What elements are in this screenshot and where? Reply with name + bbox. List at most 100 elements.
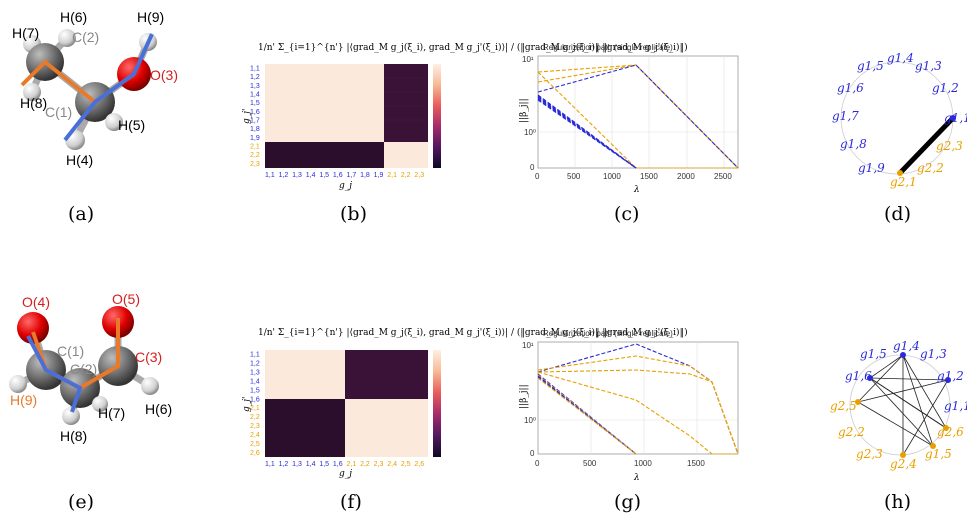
x-tick: 500 [583,459,597,468]
regpath-ylabel: ||β_j|| [519,98,529,123]
atom-label: O(5) [112,291,140,307]
node-label: g2,3 [936,139,963,153]
atom-label: H(7) [12,25,39,41]
heatmap-y-tick: 2,1 [250,405,260,412]
heatmap-x-tick: 2,5 [401,461,411,468]
atom-label: H(4) [66,152,93,168]
heatmap-y-tick: 1,5 [250,100,260,107]
heatmap-x-tick: 1,1 [265,461,275,468]
heatmap-ylabel: g_j' [242,108,252,124]
heatmap-y-tick: 1,3 [250,83,260,90]
heatmap-y-tick: 2,2 [250,152,260,159]
heatmap-x-tick: 2,1 [347,461,357,468]
regpath-title: Regularization path (single replicate) [543,329,673,338]
heatmap-x-tick: 1,8 [360,172,370,179]
atom-label: O(3) [150,67,178,83]
y-tick: 10⁰ [524,128,536,137]
panel-label-b: (b) [340,203,367,225]
node-label: g1,9 [858,161,885,175]
atom-label: H(9) [137,9,164,25]
heatmap-x-tick: 1,5 [319,461,329,468]
regpath-g: Regularization path (single replicate) 1… [519,329,739,483]
heatmap-y-tick: 2,5 [250,441,260,448]
heatmap-xlabel: g_j [339,181,352,191]
node-label: g1,4 [887,51,914,65]
heatmap-y-tick: 1,1 [250,66,260,73]
heatmap-x-tick: 1,4 [306,461,316,468]
heatmap-ylabel: g_j' [242,396,252,412]
node-label: g1,6 [837,81,864,95]
heatmap-x-tick: 2,1 [387,172,397,179]
node-label: g1,4 [893,339,920,353]
y-tick: 0 [530,449,535,458]
heatmap-f: 1/n' Σ_{i=1}^{n'} |⟨grad_M g_j(ξ_i), gra… [242,327,688,479]
node-label: g2,2 [917,161,944,175]
heatmap-y-tick: 2,3 [250,423,260,430]
graph-h: g1,4 g1,5 g1,3 g1,6 g1,2 g1,1 g1,5 g2,5 … [830,339,967,471]
heatmap-y-tick: 1,1 [250,352,260,359]
heatmap-title: 1/n' Σ_{i=1}^{n'} |⟨grad_M g_j(ξ_i), gra… [258,42,688,53]
regpath-c: Regularization path (single replicate) 1… [519,43,739,195]
atom-label: H(6) [60,9,87,25]
molecule-a: H(7) H(6) C(2) H(9) O(3) H(8) C(1) H(5) … [12,9,178,168]
heatmap-x-tick: 1,4 [306,172,316,179]
atom-label: H(8) [20,95,47,111]
x-tick: 1000 [603,172,621,181]
node-label: g2,1 [890,175,917,189]
regpath-xlabel: λ [633,185,640,195]
heatmap-x-tick: 1,3 [292,172,302,179]
atom-label: O(4) [22,294,50,310]
node-label: g2,6 [937,425,964,439]
heatmap-y-tick: 2,2 [250,414,260,421]
heatmap-y-tick: 1,9 [250,135,260,142]
heatmap-x-tick: 1,6 [333,461,343,468]
heatmap-y-tick: 1,8 [250,126,260,133]
x-tick: 500 [567,172,581,181]
atom-label: H(7) [98,405,125,421]
heatmap-y-tick: 2,3 [250,161,260,168]
heatmap-y-tick: 2,6 [250,450,260,457]
panel-label-a: (a) [68,203,94,225]
node-label: g1,5 [925,447,952,461]
node-label: g1,8 [840,137,867,151]
node-label: g1,5 [860,347,887,361]
regpath-title: Regularization path (single replicate) [543,43,673,52]
x-tick: 2500 [714,172,732,181]
x-tick: 2000 [677,172,695,181]
node-label: g1,1 [944,111,967,125]
heatmap-x-tick: 1,2 [279,172,289,179]
atom-label: H(8) [60,428,87,444]
atom-label: C(3) [135,349,162,365]
heatmap-y-tick: 1,2 [250,361,260,368]
y-tick: 10¹ [522,341,534,350]
heatmap-x-tick: 1,5 [319,172,329,179]
node-label: g1,6 [845,369,872,383]
heatmap-y-tick: 1,3 [250,370,260,377]
heatmap-y-tick: 1,2 [250,74,260,81]
heatmap-y-tick: 2,4 [250,432,260,439]
y-tick: 0 [530,163,535,172]
x-tick: 0 [535,172,540,181]
atom-label: C(1) [57,343,84,359]
panel-label-f: (f) [340,491,362,513]
heatmap-x-tick: 1,3 [292,461,302,468]
heatmap-x-tick: 2,3 [414,172,424,179]
panel-label-c: (c) [614,203,639,225]
x-tick: 1500 [687,459,705,468]
regpath-ylabel: ||β_j|| [519,384,529,409]
torsion-path-blue [63,33,154,142]
node-label: g2,2 [838,425,865,439]
heatmap-y-tick: 1,4 [250,378,260,385]
node-label: g2,3 [856,447,883,461]
heatmap-x-tick: 2,4 [387,461,397,468]
panel-label-h: (h) [884,491,911,513]
atom-label: H(6) [145,401,172,417]
panel-label-d: (d) [884,203,911,225]
heatmap-y-tick: 1,6 [250,396,260,403]
graph-edge [898,116,955,175]
node-label: g2,5 [830,399,857,413]
heatmap-y-tick: 1,7 [250,118,260,125]
atom-label: H(5) [118,117,145,133]
heatmap-x-tick: 2,3 [374,461,384,468]
y-tick: 10⁰ [524,416,536,425]
